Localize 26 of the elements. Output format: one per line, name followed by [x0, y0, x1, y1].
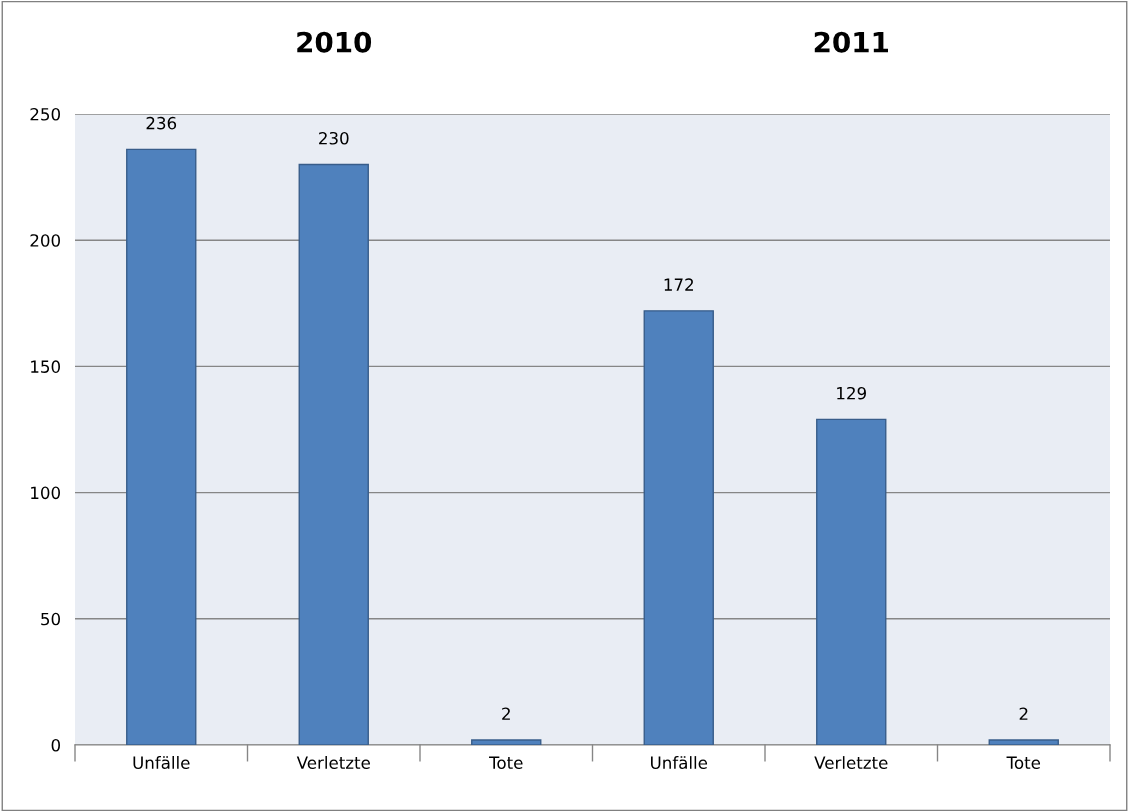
- y-tick-label: 0: [51, 738, 60, 752]
- x-tick-label: Unfälle: [651, 756, 708, 770]
- data-label: 230: [319, 131, 349, 145]
- x-tick-label: Verletzte: [296, 756, 370, 770]
- y-tick-label: 150: [31, 360, 60, 373]
- y-tick-label: 100: [31, 486, 60, 500]
- x-tick-label: Unfälle: [133, 756, 190, 770]
- data-label: 2: [502, 707, 510, 720]
- bar: [988, 739, 1059, 745]
- x-tick-label: Tote: [1006, 756, 1041, 770]
- data-label: 236: [146, 116, 177, 130]
- x-tick-label: Tote: [489, 756, 523, 770]
- data-label: 129: [837, 386, 866, 400]
- x-tick-label: Verletzte: [814, 756, 888, 770]
- data-label: 172: [664, 278, 693, 291]
- y-tick-label: 200: [30, 234, 60, 247]
- bar: [298, 163, 369, 745]
- y-tick-label: 50: [41, 612, 60, 626]
- text: 2011: [814, 31, 888, 53]
- data-label: 2: [1019, 707, 1028, 720]
- text: 2010: [297, 31, 372, 53]
- bar: [643, 310, 714, 745]
- bar: [471, 739, 542, 745]
- bar: [816, 418, 887, 745]
- bar: [126, 148, 197, 745]
- y-tick-label: 250: [30, 107, 60, 121]
